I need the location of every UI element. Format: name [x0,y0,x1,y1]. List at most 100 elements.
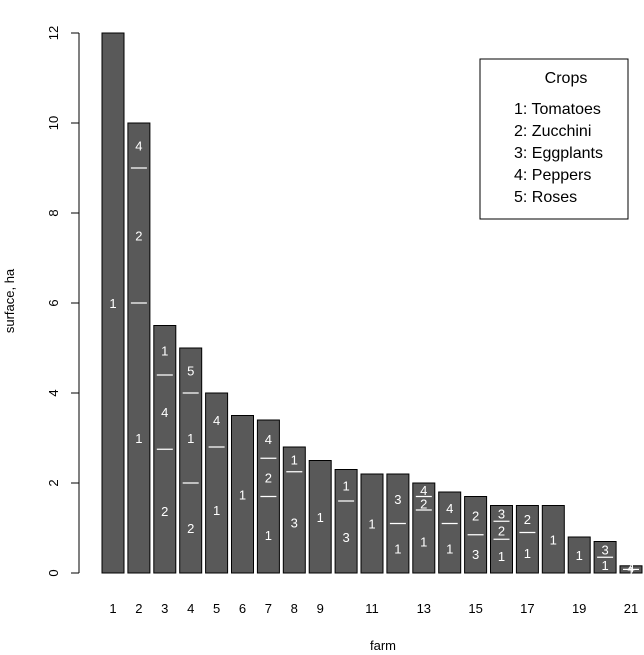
segment-label: 1 [524,546,531,561]
segment-label: 2 [265,470,272,485]
bar-farm-11: 1 [360,473,384,574]
segment-label: 1 [213,503,220,518]
bar [412,482,436,574]
bar [205,392,229,574]
bar-farm-13: 1 24 [412,482,436,574]
segment-label: 1 [601,558,608,573]
x-tick-label: 1 [109,601,116,616]
segment-label: 3 [472,547,479,562]
segment-label: 1 [187,431,194,446]
segment-label: 1 [342,478,349,493]
segment-label: 3 [601,542,608,557]
segment-label: 4 [627,561,634,576]
bar-farm-16: 1 2 3 [490,505,513,574]
bar-farm-8: 31 [282,446,306,574]
segment-label: 4 [420,483,427,498]
x-tick-label: 8 [291,601,298,616]
x-tick-label: 17 [520,601,534,616]
bar-farm-20: 13 [593,541,617,574]
segment-label: 1 [576,548,583,563]
segment-label: 1 [109,296,116,311]
bar-farm-12: 13 [386,473,410,574]
segment-label: 1 [420,535,427,550]
segment-label: 1 [239,487,246,502]
bar-farm-1: 1 [101,32,125,574]
bar-farm-5: 14 [205,392,229,574]
segment-label: 2 [161,504,168,519]
segment-label: 4 [213,413,220,428]
bar [127,122,151,574]
segment-label: 2 [420,496,427,511]
bar [334,469,358,574]
x-tick-label: 21 [624,601,638,616]
bar [515,505,539,574]
segment-label: 2 [187,521,194,536]
x-tick-label: 19 [572,601,586,616]
segment-label: 3 [394,492,401,507]
bar-farm-21: 14 [619,561,643,579]
x-tick-label: 4 [187,601,194,616]
segment-label: 1 [161,343,168,358]
bar-farm-3: 2 4 1 [153,325,177,574]
x-tick-label: 13 [417,601,431,616]
bar-farm-7: 1 2 4 [256,419,280,574]
bar-farm-10: 31 [334,469,358,574]
bar-farm-2: 1 2 4 [127,122,151,574]
x-tick-label: 11 [365,601,379,616]
segment-label: 1 [135,431,142,446]
legend-entry: 4: Peppers [514,167,591,184]
x-tick-label: 6 [239,601,246,616]
bar [541,505,565,574]
segment-label: 1 [317,510,324,525]
bar [179,347,203,574]
y-tick-label: 8 [46,209,61,216]
bar-farm-4: 2 1 5 [179,347,203,574]
bar-farm-19: 1 [567,536,591,574]
y-axis: 0 2 4 6 8 10 12 [46,26,80,577]
x-axis-title: farm [370,638,396,653]
segment-label: 1 [446,541,453,556]
y-tick-label: 10 [46,116,61,130]
x-tick-label: 9 [317,601,324,616]
bar-farm-9: 1 [308,460,332,574]
y-tick-label: 6 [46,299,61,306]
segment-label: 1 [368,517,375,532]
y-tick-label: 4 [46,389,61,396]
segment-label: 1 [265,528,272,543]
bar [282,446,306,574]
bar [308,460,332,574]
y-axis-title: surface, ha [2,268,17,333]
segment-label: 3 [498,506,505,521]
bar-farm-15: 32 [464,496,488,574]
legend-entry: 2: Zucchini [514,123,591,140]
segment-label: 3 [342,530,349,545]
bar [438,491,462,574]
bar [360,473,384,574]
segment-label: 2 [135,229,142,244]
x-tick-labels: 1 2 3 4 5 6 7 8 9 11 13 15 17 19 21 [109,601,638,616]
bar-farm-6: 1 [231,415,254,574]
legend: Crops 1: Tomatoes 2: Zucchini 3: Eggplants… [479,58,629,220]
segment-label: 1 [550,532,557,547]
segment-label: 3 [291,515,298,530]
bars-group: 1124241215141124311311131241432123121113… [101,32,643,579]
bar [567,536,591,574]
y-tick-label: 0 [46,569,61,576]
bar-farm-18: 1 [541,505,565,574]
segment-label: 4 [135,139,142,154]
segment-label: 1 [394,541,401,556]
segment-label: 5 [187,364,194,379]
legend-entry: 1: Tomatoes [514,101,601,118]
segment-label: 2 [498,523,505,538]
bar [231,415,254,574]
segment-label: 4 [265,432,272,447]
segment-label: 1 [498,549,505,564]
x-tick-label: 2 [135,601,142,616]
legend-title: Crops [545,70,588,87]
segment-label: 4 [161,405,168,420]
segment-label: 2 [524,512,531,527]
segment-label: 1 [291,452,298,467]
legend-entry: 3: Eggplants [514,145,603,162]
segment-label: 4 [446,501,453,516]
